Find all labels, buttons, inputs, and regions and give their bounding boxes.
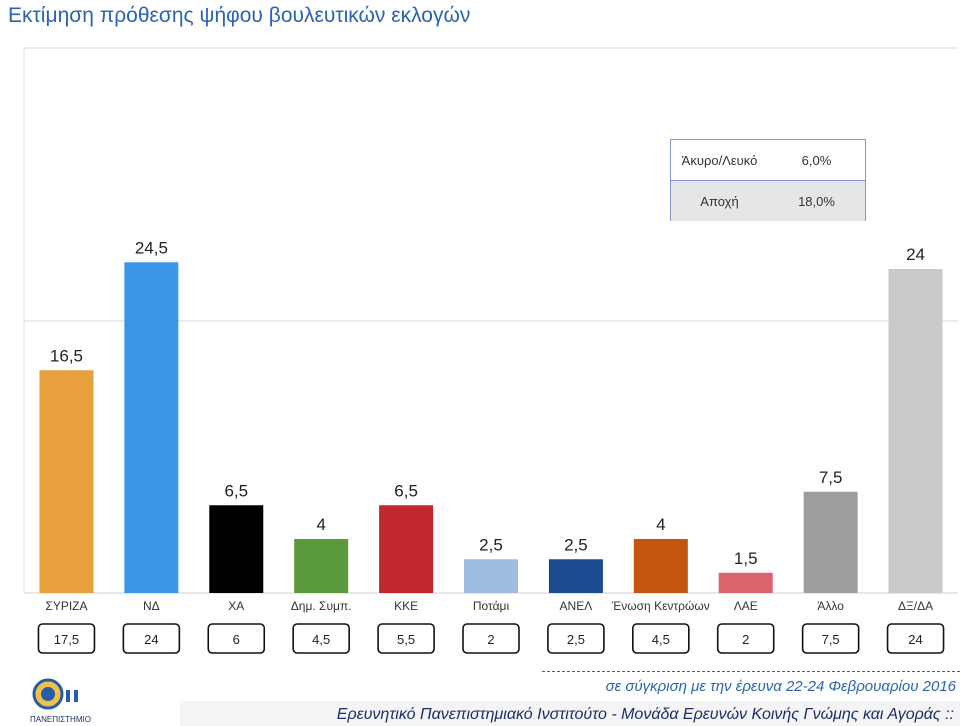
bar (209, 505, 264, 593)
category-label: ΔΞ/ΔΑ (898, 599, 933, 613)
bar-value-label: 1,5 (734, 549, 758, 568)
category-label: Ένωση Κεντρώων (611, 599, 710, 613)
bar (39, 370, 94, 593)
bar (464, 559, 518, 593)
bar (379, 505, 434, 593)
inset-label: Αποχή (700, 193, 739, 209)
comparison-box (462, 623, 520, 654)
bar-value-label: 6,5 (224, 481, 248, 500)
comparison-box (632, 623, 690, 654)
category-label: ΧΑ (228, 599, 244, 613)
bar (124, 262, 179, 593)
comparison-value: 4,5 (652, 632, 670, 647)
comparison-box (801, 623, 860, 654)
comparison-box (547, 623, 605, 654)
category-label: Δημ. Συμπ. (291, 599, 352, 613)
comparison-value: 2,5 (567, 632, 585, 647)
comparison-box (37, 623, 96, 654)
bar (633, 539, 688, 593)
bar (718, 572, 773, 593)
comparison-box (122, 623, 181, 654)
comparison-value: 4,5 (312, 632, 330, 647)
category-label: Ποτάμι (473, 599, 510, 613)
bar-value-label: 4 (656, 515, 665, 534)
bar-value-label: 6,5 (394, 481, 418, 500)
comparison-box (207, 623, 266, 654)
comparison-value: 6 (233, 632, 240, 647)
bar (548, 559, 603, 593)
inset-table: Άκυρο/Λευκό 6,0% Αποχή 18,0% (670, 139, 866, 221)
bar-value-label: 16,5 (50, 346, 83, 365)
bar (888, 269, 943, 593)
bar (294, 539, 349, 593)
bar-value-label: 7,5 (819, 468, 843, 487)
logo-text: ΠΑΝΕΠΙΣΤΗΜΙΟ (30, 715, 91, 724)
comparison-box (377, 623, 435, 654)
inset-value: 6,0% (801, 152, 832, 168)
footer-bar (180, 701, 960, 726)
page-title: Εκτίμηση πρόθεσης ψήφου βουλευτικών εκλο… (8, 4, 471, 27)
comparison-value: 24 (144, 632, 158, 647)
inset-value: 18,0% (798, 193, 835, 209)
comparison-value: 2 (487, 632, 494, 647)
bar-value-label: 4 (316, 515, 325, 534)
comparison-value: 17,5 (54, 632, 79, 647)
comparison-box (886, 623, 945, 654)
category-label: Άλλο (817, 599, 844, 613)
inset-label: Άκυρο/Λευκό (681, 152, 758, 168)
comparison-value: 2 (742, 632, 749, 647)
bar-value-label: 24,5 (135, 238, 168, 257)
inset-row-abstention: Αποχή 18,0% (671, 180, 865, 221)
bar-value-label: 24 (906, 245, 925, 264)
category-label: ΝΔ (143, 599, 160, 613)
inset-row-invalid: Άκυρο/Λευκό 6,0% (671, 140, 865, 180)
bar-value-label: 2,5 (479, 535, 503, 554)
comparison-box (716, 623, 775, 654)
category-label: ΣΥΡΙΖΑ (45, 599, 87, 613)
comparison-value: 5,5 (397, 632, 415, 647)
bar (803, 491, 858, 593)
category-label: ΚΚΕ (394, 599, 418, 613)
comparison-footnote: σε σύγκριση με την έρευνα 22-24 Φεβρουαρ… (605, 678, 956, 695)
bar-value-label: 2,5 (564, 535, 588, 554)
category-label: ΛΑΕ (734, 599, 758, 613)
comparison-value: 7,5 (822, 632, 840, 647)
category-label: ΑΝΕΛ (560, 599, 593, 613)
institute-name: Ερευνητικό Πανεπιστημιακό Ινστιτούτο - Μ… (336, 706, 954, 723)
footnote-divider (542, 671, 960, 672)
comparison-box (292, 623, 350, 654)
comparison-value: 24 (908, 632, 922, 647)
university-logo: ΠΑΝΕΠΙΣΤΗΜΙΟ (30, 678, 91, 724)
